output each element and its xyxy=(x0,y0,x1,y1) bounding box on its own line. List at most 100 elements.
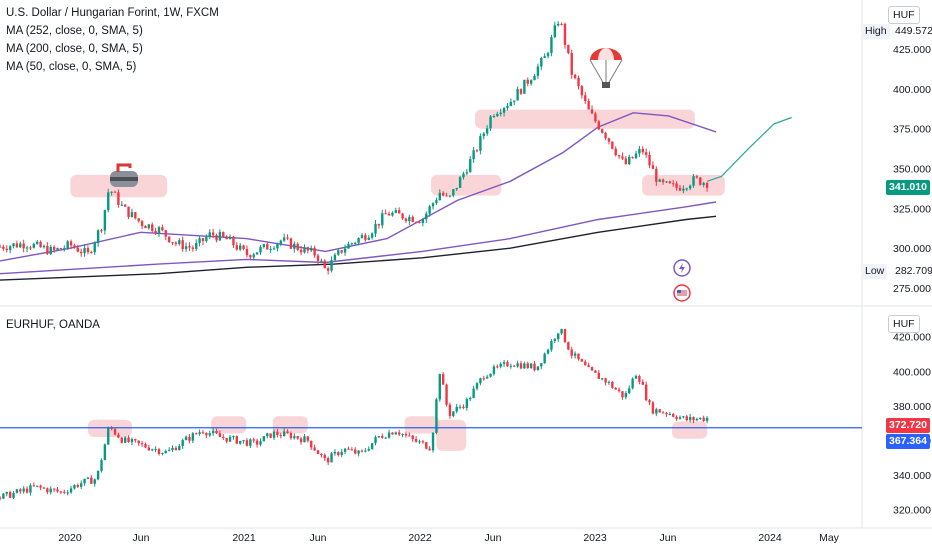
compare-symbol-title[interactable]: EURHUF, OANDA xyxy=(6,319,100,331)
last-price-badge: 341.010 xyxy=(886,180,930,195)
candle-body xyxy=(330,260,333,271)
candle-body xyxy=(678,417,682,419)
candle-body xyxy=(323,260,326,269)
candle-body xyxy=(0,246,2,248)
candle-body xyxy=(100,460,103,471)
candle-body xyxy=(293,436,296,439)
x-axis: 2020 Jun 2021 Jun 2022 Jun 2023 Jun 2024 May xyxy=(58,532,839,544)
currency-unit-bottom[interactable]: HUF xyxy=(888,315,920,333)
candle-body xyxy=(228,236,232,240)
candle-body xyxy=(448,404,452,416)
candle-body xyxy=(299,438,303,443)
candle-body xyxy=(557,23,560,26)
candle-body xyxy=(448,195,452,197)
highlight-zone xyxy=(431,174,502,196)
candle-body xyxy=(519,363,523,369)
candle-body xyxy=(692,416,695,421)
candle-body xyxy=(103,210,107,231)
x-tick-label: 2020 xyxy=(58,532,82,544)
candle-body xyxy=(611,381,614,388)
candle-body xyxy=(597,121,600,130)
candle-body xyxy=(425,442,428,449)
candle-body xyxy=(489,116,492,129)
bottom-legend: EURHUF, OANDA xyxy=(6,316,100,334)
candle-body xyxy=(431,432,435,451)
candle-body xyxy=(526,79,529,84)
candle-body xyxy=(333,452,337,454)
candle-body xyxy=(384,213,387,215)
symbol-title[interactable]: U.S. Dollar / Hungarian Forint, 1W, FXCM xyxy=(6,7,219,19)
candle-body xyxy=(36,241,39,244)
candle-body xyxy=(59,248,63,250)
candle-body xyxy=(699,417,702,419)
candle-body xyxy=(184,436,188,441)
candle-body xyxy=(414,438,418,442)
candle-body xyxy=(414,221,418,223)
horizontal-line-badge: 367.364 xyxy=(886,434,930,449)
candle-body xyxy=(607,138,611,142)
top-panel-grid xyxy=(0,0,932,529)
candle-body xyxy=(120,437,123,443)
candle-body xyxy=(557,333,560,340)
candles-bottom xyxy=(0,328,709,501)
candle-body xyxy=(238,245,242,250)
candle-body xyxy=(699,177,702,185)
candle-body xyxy=(452,411,455,416)
candle-body xyxy=(381,436,384,438)
candle-body xyxy=(286,237,289,239)
x-tick-label: 2024 xyxy=(758,532,782,544)
candle-body xyxy=(370,233,374,238)
candle-body xyxy=(425,213,428,220)
candle-body xyxy=(83,247,86,254)
candle-body xyxy=(624,392,628,398)
candle-body xyxy=(215,431,218,434)
candle-body xyxy=(421,219,425,223)
candle-body xyxy=(154,449,157,451)
candle-body xyxy=(86,477,90,479)
candle-body xyxy=(364,450,367,452)
candle-body xyxy=(303,436,306,443)
candle-body xyxy=(127,437,130,443)
projection-line xyxy=(707,116,792,182)
candle-body xyxy=(485,128,489,134)
candle-body xyxy=(644,152,648,155)
candle-body xyxy=(624,158,628,165)
candle-body xyxy=(326,458,330,463)
candle-body xyxy=(174,447,178,451)
candle-body xyxy=(32,485,36,487)
candle-body xyxy=(79,251,83,254)
candle-body xyxy=(218,232,222,241)
candle-body xyxy=(364,235,367,240)
ma-50-legend[interactable]: MA (50, close, 0, SMA, 5) xyxy=(6,61,137,73)
candle-body xyxy=(191,247,195,249)
candle-body xyxy=(73,245,76,248)
candle-body xyxy=(25,247,29,249)
candle-body xyxy=(567,342,570,350)
candle-body xyxy=(516,363,519,367)
candle-body xyxy=(526,363,529,368)
candle-body xyxy=(367,237,370,240)
candle-body xyxy=(299,249,303,253)
candle-body xyxy=(249,255,252,258)
candle-body xyxy=(506,362,509,367)
candle-body xyxy=(252,254,255,258)
currency-unit-top[interactable]: HUF xyxy=(888,6,920,24)
ma-200-legend[interactable]: MA (200, close, 0, SMA, 5) xyxy=(6,43,143,55)
candle-body xyxy=(76,247,80,252)
candle-body xyxy=(357,450,360,454)
candle-body xyxy=(614,148,617,156)
candle-body xyxy=(469,397,472,400)
candle-body xyxy=(489,373,492,377)
candle-body xyxy=(452,189,455,196)
candle-body xyxy=(289,238,293,249)
candle-body xyxy=(134,212,137,219)
candle-body xyxy=(184,246,188,250)
curling-stone-icon xyxy=(110,163,138,187)
candle-body xyxy=(113,428,117,435)
candle-body xyxy=(658,409,661,413)
ma-252-legend[interactable]: MA (252, close, 0, SMA, 5) xyxy=(6,25,143,37)
candle-body xyxy=(441,374,445,385)
moving-averages xyxy=(0,112,717,281)
candle-body xyxy=(397,210,401,214)
